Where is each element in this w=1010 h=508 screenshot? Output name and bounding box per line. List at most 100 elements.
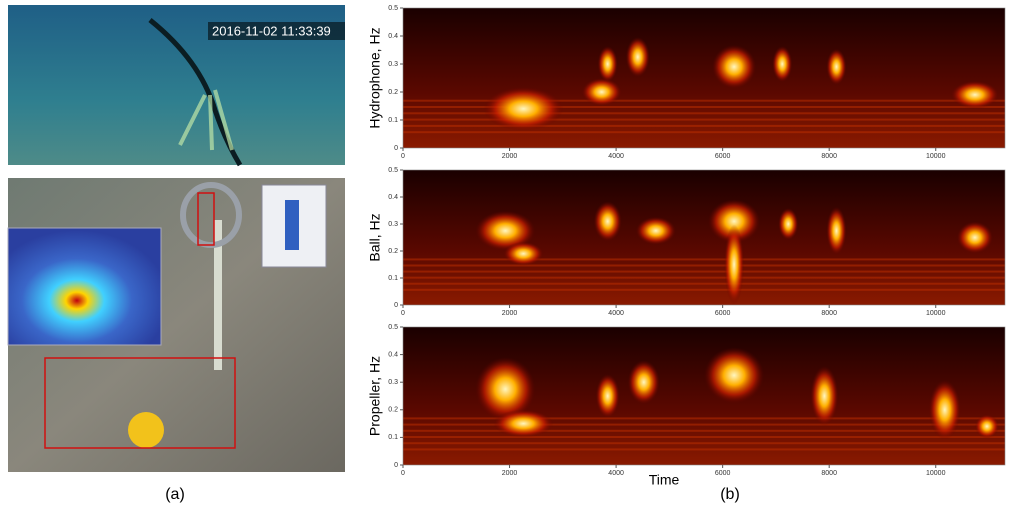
y-tick-label: 0.5	[388, 167, 398, 174]
x-tick-label: 2000	[502, 153, 518, 160]
timestamp: 2016-11-02 11:33:39	[212, 23, 331, 38]
x-tick-label: 4000	[608, 153, 624, 160]
y-tick-label: 0	[394, 145, 398, 152]
x-tick-label: 8000	[821, 153, 837, 160]
energy	[712, 44, 757, 89]
energy	[928, 379, 961, 440]
energy	[826, 206, 847, 255]
y-tick-label: 0.4	[388, 351, 398, 358]
energy	[493, 409, 554, 438]
x-axis-label: Time	[649, 472, 680, 488]
y-tick-label: 0.1	[388, 275, 398, 282]
ball-sensor	[128, 412, 164, 448]
plot-frame	[402, 326, 1006, 466]
y-tick-label: 0.2	[388, 407, 398, 414]
x-tick-label: 2000	[502, 470, 518, 477]
y-tick-label: 0.5	[388, 5, 398, 12]
highlight	[44, 357, 236, 449]
harmonic-band	[403, 118, 1005, 121]
energy	[704, 347, 765, 404]
x-tick-label: 10000	[926, 310, 946, 317]
energy	[593, 201, 622, 242]
x-tick-label: 6000	[715, 470, 731, 477]
harmonic-band	[403, 124, 1005, 127]
spectrograms: 00.10.20.30.40.50 2000 4000 6000 8000 10000Hy…	[367, 5, 1006, 477]
x-tick-label: 6000	[715, 153, 731, 160]
y-tick-label: 0.2	[388, 248, 398, 255]
energy	[810, 366, 839, 426]
y-axis-label: Ball, Hz	[367, 213, 383, 261]
harmonic-band	[403, 448, 1005, 451]
energy	[581, 78, 622, 106]
highlight	[197, 192, 215, 246]
harmonic-band	[403, 288, 1005, 291]
energy	[475, 357, 536, 422]
harmonic-band	[403, 258, 1005, 261]
window-plot	[285, 200, 299, 250]
harmonic-band	[403, 442, 1005, 445]
x-tick-label: 0	[401, 153, 405, 160]
heatmap-inset	[7, 227, 162, 346]
energy	[483, 86, 564, 131]
y-tick-label: 0	[394, 462, 398, 469]
harmonic-band	[403, 436, 1005, 439]
energy	[475, 210, 536, 251]
y-tick-label: 0.5	[388, 324, 398, 331]
y-axis-label: Propeller, Hz	[367, 356, 383, 436]
y-tick-label: 0.1	[388, 434, 398, 441]
x-tick-label: 10000	[926, 470, 946, 477]
harmonic-band	[403, 270, 1005, 273]
x-tick-label: 0	[401, 310, 405, 317]
harmonic-band	[403, 423, 1005, 426]
harmonic-band	[403, 429, 1005, 432]
spectrogram	[403, 8, 1005, 148]
y-tick-label: 0	[394, 302, 398, 309]
y-tick-label: 0.1	[388, 117, 398, 124]
pole	[214, 220, 222, 370]
energy	[724, 224, 745, 305]
x-tick-label: 2000	[502, 310, 518, 317]
y-tick-label: 0.3	[388, 379, 398, 386]
x-tick-label: 0	[401, 470, 405, 477]
y-tick-label: 0.3	[388, 221, 398, 228]
energy	[708, 199, 761, 244]
energy	[826, 48, 847, 85]
harmonic-band	[403, 282, 1005, 285]
photo-bottom	[7, 178, 345, 472]
panel-label: (a)	[165, 486, 185, 503]
harmonic-band	[403, 112, 1005, 115]
energy	[625, 37, 650, 77]
energy	[778, 208, 799, 240]
x-tick-label: 8000	[821, 310, 837, 317]
x-tick-label: 6000	[715, 310, 731, 317]
energy	[595, 374, 620, 418]
panel-label: (b)	[720, 486, 740, 503]
plot-frame	[402, 7, 1006, 149]
energy	[597, 46, 618, 82]
energy	[503, 241, 544, 266]
y-tick-label: 0.4	[388, 194, 398, 201]
harmonic-band	[403, 106, 1005, 108]
harmonic-band	[403, 276, 1005, 279]
y-axis-label: Hydrophone, Hz	[367, 27, 383, 128]
timestamp-bg	[208, 22, 345, 40]
plot-frame	[402, 169, 1006, 306]
tripod	[178, 89, 234, 151]
photo-top: 2016-11-02 11:33:39	[8, 5, 345, 167]
energy	[772, 46, 793, 82]
y-tick-label: 0.3	[388, 61, 398, 68]
x-tick-label: 4000	[608, 470, 624, 477]
harmonic-band	[403, 264, 1005, 267]
y-tick-label: 0.4	[388, 33, 398, 40]
energy	[635, 216, 676, 245]
energy	[950, 80, 999, 109]
x-tick-label: 8000	[821, 470, 837, 477]
y-tick-label: 0.2	[388, 89, 398, 96]
x-tick-label: 4000	[608, 310, 624, 317]
harmonic-band	[403, 417, 1005, 420]
harmonic-band	[403, 99, 1005, 102]
energy	[974, 414, 999, 439]
x-tick-label: 10000	[926, 153, 946, 160]
harmonic-band	[403, 131, 1005, 134]
